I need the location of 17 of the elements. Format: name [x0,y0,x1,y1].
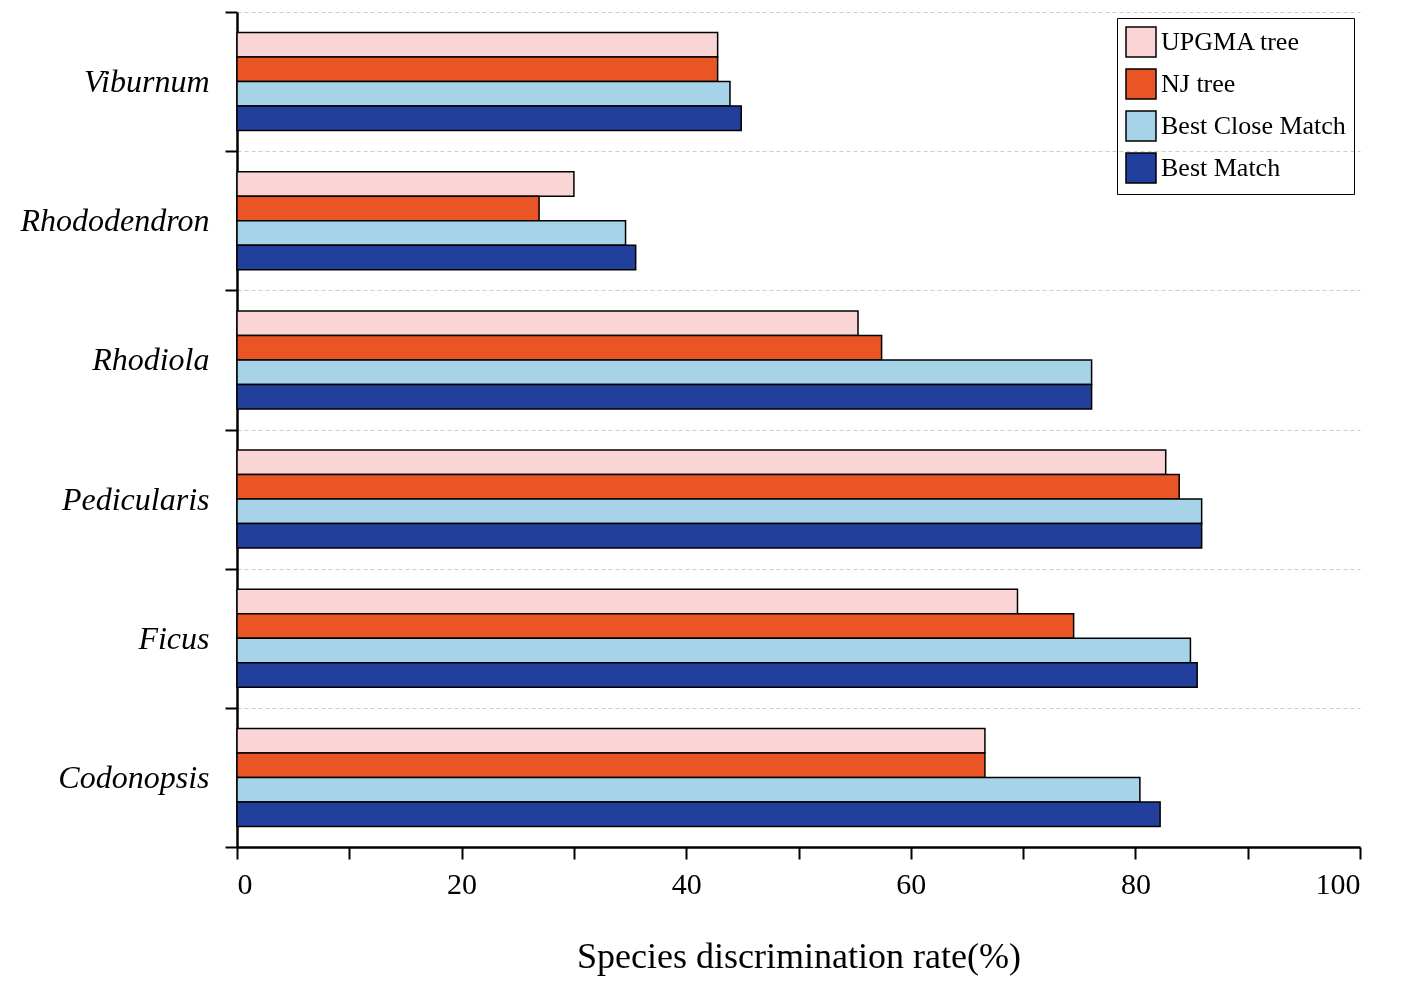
y-tick-label: Pedicularis [60,480,210,517]
x-tick-label: 20 [447,866,478,900]
y-tick-label: Rhodiola [91,341,210,378]
y-tick-label: Ficus [137,619,210,656]
y-tick-label: Rhododendron [19,202,210,239]
y-tick-label: Codonopsis [58,758,210,795]
x-axis-title: Species discrimination rate(%) [577,935,1021,976]
legend-label: Best Close Match [1161,111,1346,140]
x-tick-label: 100 [1315,866,1361,900]
x-tick-label: 60 [896,866,927,900]
x-tick-label: 0 [237,866,253,900]
x-tick-label: 40 [671,866,702,900]
legend-label: Best Match [1161,153,1281,182]
legend-label: UPGMA tree [1161,27,1299,56]
legend-label: NJ tree [1161,69,1236,98]
x-tick-label: 80 [1120,866,1151,900]
y-tick-label: Viburnum [83,63,210,100]
